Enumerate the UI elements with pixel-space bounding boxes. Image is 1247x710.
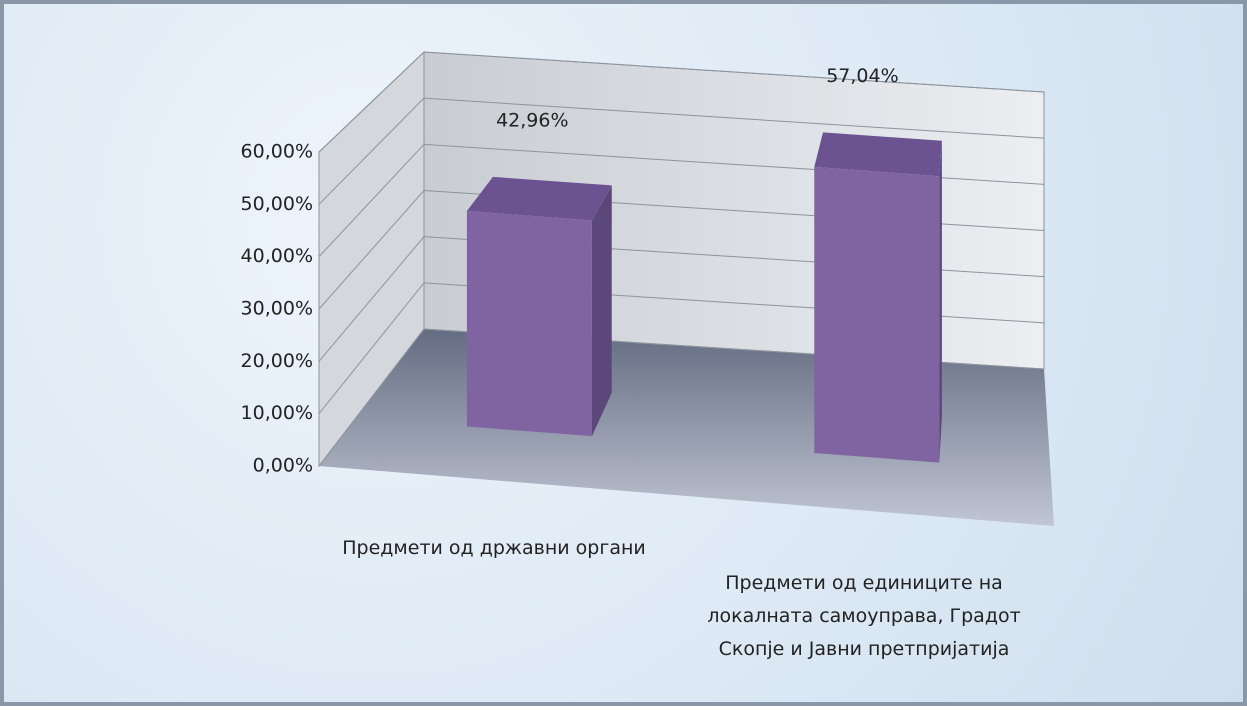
data-label: 57,04%: [826, 65, 898, 87]
bar-front: [466, 210, 592, 437]
bar: [814, 132, 942, 463]
y-tick-label: 60,00%: [241, 141, 313, 163]
y-tick-label: 30,00%: [241, 298, 313, 320]
x-tick-label: Предмети од државни органи: [342, 537, 646, 559]
y-tick-label: 40,00%: [241, 245, 313, 267]
data-label: 42,96%: [496, 110, 568, 132]
bar: [466, 176, 612, 437]
x-tick-label: Предмети од единиците на локалната самоу…: [707, 572, 1021, 660]
chart: 0,00% 10,00% 20,00% 30,00% 40,00% 50,00% 60,00…: [241, 50, 1054, 526]
y-tick-label: 50,00%: [241, 193, 313, 215]
bar-side: [591, 185, 612, 437]
grid-line: [318, 51, 1045, 153]
grid-line: [318, 97, 1045, 205]
y-tick-label: 20,00%: [241, 350, 313, 372]
bar-side: [939, 140, 942, 463]
bar-top: [814, 132, 942, 177]
bar-top: [466, 176, 612, 221]
y-tick-label: 10,00%: [241, 402, 313, 424]
bar-front: [814, 166, 940, 463]
y-tick-label: 0,00%: [253, 455, 313, 477]
plot-marks: 42,96% 57,04%: [466, 65, 942, 463]
